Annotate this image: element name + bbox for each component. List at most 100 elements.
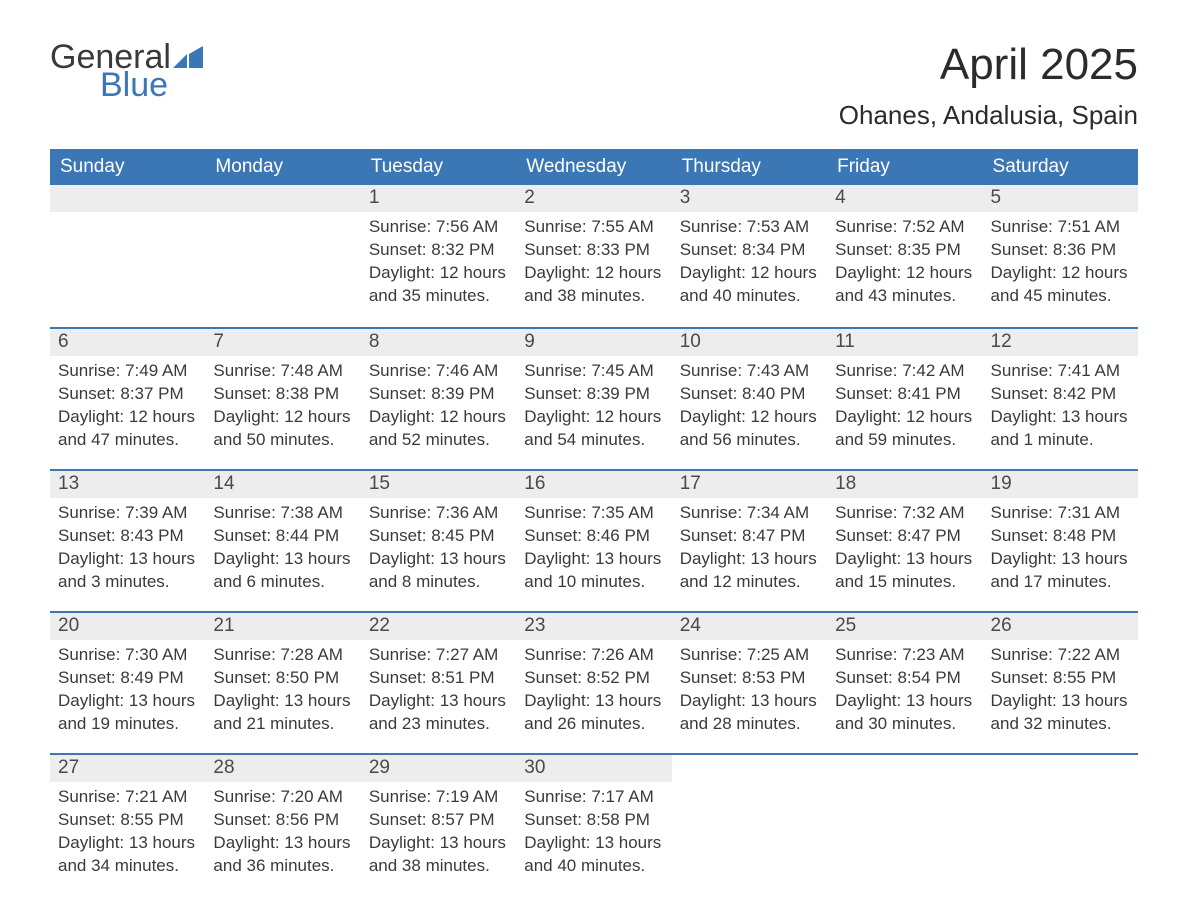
day-header: Wednesday xyxy=(516,149,671,185)
sunset-text: Sunset: 8:35 PM xyxy=(835,239,974,262)
day-cell: 7Sunrise: 7:48 AMSunset: 8:38 PMDaylight… xyxy=(205,329,360,469)
sunset-text: Sunset: 8:50 PM xyxy=(213,667,352,690)
sunrise-text: Sunrise: 7:48 AM xyxy=(213,360,352,383)
day-body: Sunrise: 7:21 AMSunset: 8:55 PMDaylight:… xyxy=(50,782,205,886)
sunset-text: Sunset: 8:46 PM xyxy=(524,525,663,548)
date-number: 12 xyxy=(983,329,1138,356)
day-cell: 17Sunrise: 7:34 AMSunset: 8:47 PMDayligh… xyxy=(672,471,827,611)
day-body: Sunrise: 7:48 AMSunset: 8:38 PMDaylight:… xyxy=(205,356,360,460)
day-header: Thursday xyxy=(672,149,827,185)
sunrise-text: Sunrise: 7:38 AM xyxy=(213,502,352,525)
day-cell: 11Sunrise: 7:42 AMSunset: 8:41 PMDayligh… xyxy=(827,329,982,469)
sunset-text: Sunset: 8:55 PM xyxy=(991,667,1130,690)
sunset-text: Sunset: 8:57 PM xyxy=(369,809,508,832)
date-number: 17 xyxy=(672,471,827,498)
sunrise-text: Sunrise: 7:43 AM xyxy=(680,360,819,383)
daylight-text: Daylight: 13 hours and 30 minutes. xyxy=(835,690,974,736)
daylight-text: Daylight: 13 hours and 28 minutes. xyxy=(680,690,819,736)
day-cell: 16Sunrise: 7:35 AMSunset: 8:46 PMDayligh… xyxy=(516,471,671,611)
sunset-text: Sunset: 8:47 PM xyxy=(680,525,819,548)
day-cell: 27Sunrise: 7:21 AMSunset: 8:55 PMDayligh… xyxy=(50,755,205,895)
sunrise-text: Sunrise: 7:27 AM xyxy=(369,644,508,667)
day-cell: 19Sunrise: 7:31 AMSunset: 8:48 PMDayligh… xyxy=(983,471,1138,611)
daylight-text: Daylight: 12 hours and 56 minutes. xyxy=(680,406,819,452)
daylight-text: Daylight: 13 hours and 34 minutes. xyxy=(58,832,197,878)
day-body: Sunrise: 7:51 AMSunset: 8:36 PMDaylight:… xyxy=(983,212,1138,316)
daylight-text: Daylight: 12 hours and 35 minutes. xyxy=(369,262,508,308)
sunrise-text: Sunrise: 7:21 AM xyxy=(58,786,197,809)
sunrise-text: Sunrise: 7:42 AM xyxy=(835,360,974,383)
day-header: Saturday xyxy=(983,149,1138,185)
daylight-text: Daylight: 13 hours and 40 minutes. xyxy=(524,832,663,878)
sunrise-text: Sunrise: 7:20 AM xyxy=(213,786,352,809)
sunset-text: Sunset: 8:48 PM xyxy=(991,525,1130,548)
day-body: Sunrise: 7:25 AMSunset: 8:53 PMDaylight:… xyxy=(672,640,827,744)
date-number: 4 xyxy=(827,185,982,212)
page-header: General Blue April 2025 Ohanes, Andalusi… xyxy=(50,40,1138,131)
sunset-text: Sunset: 8:36 PM xyxy=(991,239,1130,262)
day-body: Sunrise: 7:56 AMSunset: 8:32 PMDaylight:… xyxy=(361,212,516,316)
sunset-text: Sunset: 8:51 PM xyxy=(369,667,508,690)
sunset-text: Sunset: 8:42 PM xyxy=(991,383,1130,406)
sunrise-text: Sunrise: 7:31 AM xyxy=(991,502,1130,525)
daylight-text: Daylight: 13 hours and 10 minutes. xyxy=(524,548,663,594)
daylight-text: Daylight: 13 hours and 15 minutes. xyxy=(835,548,974,594)
date-number: 13 xyxy=(50,471,205,498)
date-number: 6 xyxy=(50,329,205,356)
brand-word2: Blue xyxy=(100,68,203,102)
day-cell: 10Sunrise: 7:43 AMSunset: 8:40 PMDayligh… xyxy=(672,329,827,469)
sunrise-text: Sunrise: 7:22 AM xyxy=(991,644,1130,667)
week-row: 6Sunrise: 7:49 AMSunset: 8:37 PMDaylight… xyxy=(50,327,1138,469)
day-cell: 1Sunrise: 7:56 AMSunset: 8:32 PMDaylight… xyxy=(361,185,516,327)
sunset-text: Sunset: 8:54 PM xyxy=(835,667,974,690)
day-cell xyxy=(50,185,205,327)
sunrise-text: Sunrise: 7:26 AM xyxy=(524,644,663,667)
sunrise-text: Sunrise: 7:55 AM xyxy=(524,216,663,239)
sunset-text: Sunset: 8:41 PM xyxy=(835,383,974,406)
day-body: Sunrise: 7:42 AMSunset: 8:41 PMDaylight:… xyxy=(827,356,982,460)
sunrise-text: Sunrise: 7:35 AM xyxy=(524,502,663,525)
date-number: 5 xyxy=(983,185,1138,212)
day-body: Sunrise: 7:49 AMSunset: 8:37 PMDaylight:… xyxy=(50,356,205,460)
sunset-text: Sunset: 8:53 PM xyxy=(680,667,819,690)
sunset-text: Sunset: 8:43 PM xyxy=(58,525,197,548)
day-cell: 26Sunrise: 7:22 AMSunset: 8:55 PMDayligh… xyxy=(983,613,1138,753)
day-body: Sunrise: 7:17 AMSunset: 8:58 PMDaylight:… xyxy=(516,782,671,886)
day-cell: 13Sunrise: 7:39 AMSunset: 8:43 PMDayligh… xyxy=(50,471,205,611)
week-row: 20Sunrise: 7:30 AMSunset: 8:49 PMDayligh… xyxy=(50,611,1138,753)
sunrise-text: Sunrise: 7:30 AM xyxy=(58,644,197,667)
daylight-text: Daylight: 13 hours and 8 minutes. xyxy=(369,548,508,594)
sunrise-text: Sunrise: 7:23 AM xyxy=(835,644,974,667)
flag-icon xyxy=(173,46,203,68)
day-cell: 18Sunrise: 7:32 AMSunset: 8:47 PMDayligh… xyxy=(827,471,982,611)
sunset-text: Sunset: 8:33 PM xyxy=(524,239,663,262)
empty-date xyxy=(50,185,205,212)
day-body: Sunrise: 7:45 AMSunset: 8:39 PMDaylight:… xyxy=(516,356,671,460)
sunrise-text: Sunrise: 7:32 AM xyxy=(835,502,974,525)
sunrise-text: Sunrise: 7:39 AM xyxy=(58,502,197,525)
daylight-text: Daylight: 12 hours and 52 minutes. xyxy=(369,406,508,452)
day-cell: 3Sunrise: 7:53 AMSunset: 8:34 PMDaylight… xyxy=(672,185,827,327)
day-cell: 2Sunrise: 7:55 AMSunset: 8:33 PMDaylight… xyxy=(516,185,671,327)
sunrise-text: Sunrise: 7:52 AM xyxy=(835,216,974,239)
daylight-text: Daylight: 13 hours and 6 minutes. xyxy=(213,548,352,594)
day-cell: 25 Sunrise: 7:23 AMSunset: 8:54 PMDayligh… xyxy=(827,613,982,753)
month-title: April 2025 xyxy=(839,40,1138,90)
date-number: 10 xyxy=(672,329,827,356)
sunset-text: Sunset: 8:49 PM xyxy=(58,667,197,690)
sunrise-text: Sunrise: 7:41 AM xyxy=(991,360,1130,383)
sunset-text: Sunset: 8:39 PM xyxy=(524,383,663,406)
daylight-text: Daylight: 12 hours and 50 minutes. xyxy=(213,406,352,452)
day-cell: 30Sunrise: 7:17 AMSunset: 8:58 PMDayligh… xyxy=(516,755,671,895)
daylight-text: Daylight: 13 hours and 19 minutes. xyxy=(58,690,197,736)
sunrise-text: Sunrise: 7:28 AM xyxy=(213,644,352,667)
date-number: 1 xyxy=(361,185,516,212)
date-number: 2 xyxy=(516,185,671,212)
daylight-text: Daylight: 13 hours and 26 minutes. xyxy=(524,690,663,736)
date-number: 25 xyxy=(827,613,982,640)
day-cell: 22Sunrise: 7:27 AMSunset: 8:51 PMDayligh… xyxy=(361,613,516,753)
date-number: 3 xyxy=(672,185,827,212)
day-body: Sunrise: 7:27 AMSunset: 8:51 PMDaylight:… xyxy=(361,640,516,744)
day-body: Sunrise: 7:36 AMSunset: 8:45 PMDaylight:… xyxy=(361,498,516,602)
week-row: 27Sunrise: 7:21 AMSunset: 8:55 PMDayligh… xyxy=(50,753,1138,895)
